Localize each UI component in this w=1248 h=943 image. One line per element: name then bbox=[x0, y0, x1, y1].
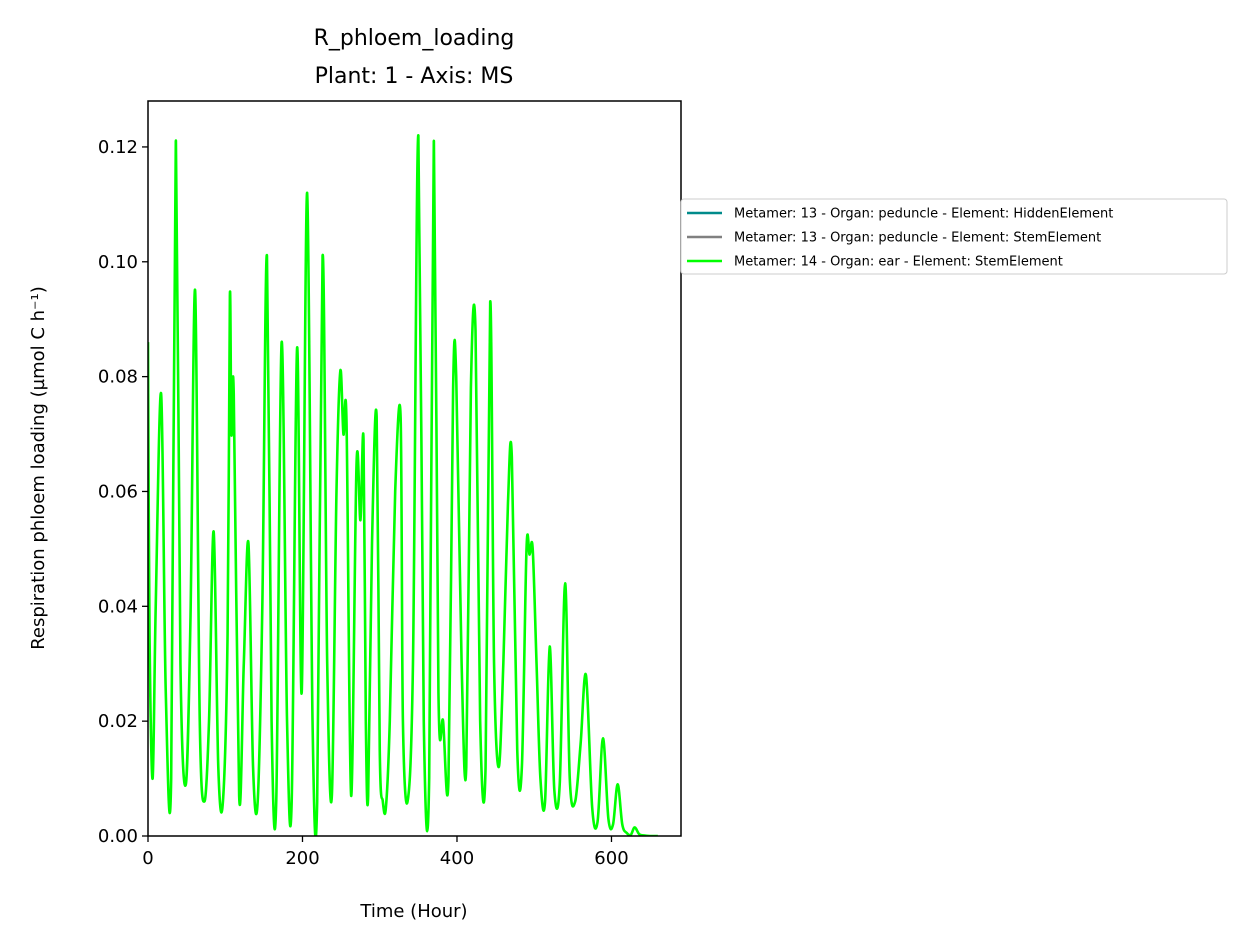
y-tick-label: 0.06 bbox=[98, 481, 138, 502]
y-axis-label: Respiration phloem loading (µmol C h⁻¹) bbox=[28, 286, 49, 650]
legend-box bbox=[680, 198, 1228, 275]
legend-label-1: Metamer: 13 - Organ: peduncle - Element:… bbox=[734, 231, 1101, 246]
y-tick-label: 0.04 bbox=[98, 596, 138, 617]
y-tick-label: 0.10 bbox=[98, 252, 138, 273]
series-layer bbox=[148, 134, 658, 836]
y-axis: 0.00 0.02 0.04 0.06 0.08 0.10 0.12 bbox=[98, 137, 148, 847]
legend-label-0: Metamer: 13 - Organ: peduncle - Element:… bbox=[734, 207, 1113, 222]
plot-frame bbox=[147, 100, 682, 837]
legend-label-2: Metamer: 14 - Organ: ear - Element: Stem… bbox=[734, 255, 1063, 270]
legend: Metamer: 13 - Organ: peduncle - Element:… bbox=[680, 198, 1228, 275]
x-axis: 0 200 400 600 bbox=[142, 836, 629, 869]
chart-subtitle: Plant: 1 - Axis: MS bbox=[315, 64, 514, 89]
y-tick-label: 0.12 bbox=[98, 137, 138, 158]
y-tick-label: 0.02 bbox=[98, 711, 138, 732]
y-tick-label: 0.08 bbox=[98, 367, 138, 388]
x-axis-label: Time (Hour) bbox=[359, 901, 467, 922]
x-tick-label: 600 bbox=[594, 848, 628, 869]
series-line-2 bbox=[148, 134, 658, 836]
y-tick-label: 0.00 bbox=[98, 826, 138, 847]
chart-title: R_phloem_loading bbox=[314, 26, 515, 51]
x-tick-label: 200 bbox=[285, 848, 319, 869]
x-tick-label: 0 bbox=[142, 848, 153, 869]
x-tick-label: 400 bbox=[440, 848, 474, 869]
